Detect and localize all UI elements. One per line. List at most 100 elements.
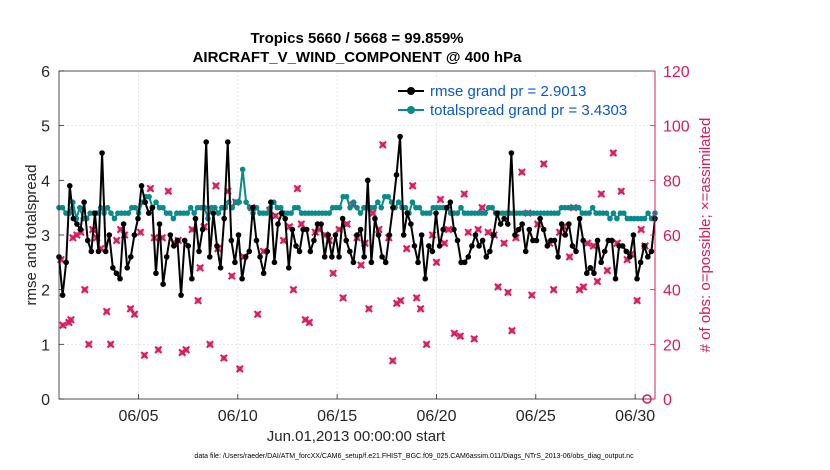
obs-assimilated-point	[396, 296, 405, 305]
obs-assimilated-point	[450, 329, 459, 338]
series-point	[303, 226, 310, 233]
obs-assimilated-point	[408, 181, 417, 190]
obs-assimilated-point	[206, 340, 214, 349]
obs-x-stroke	[329, 269, 338, 278]
series-point	[648, 248, 655, 255]
obs-assimilated-point	[637, 225, 646, 234]
obs-x-stroke	[422, 340, 431, 349]
obs-x-stroke	[194, 296, 202, 305]
obs-assimilated-point	[106, 340, 115, 349]
series-point	[295, 204, 301, 211]
obs-assimilated-point	[508, 326, 516, 335]
obs-x-stroke	[301, 315, 310, 324]
obs-x-stroke	[154, 345, 163, 354]
series-point	[145, 210, 152, 216]
obs-x-stroke	[436, 195, 445, 204]
obs-assimilated-point	[154, 345, 163, 354]
series-point	[131, 232, 138, 238]
series-point	[160, 281, 166, 288]
series-point	[178, 292, 184, 298]
series-point	[395, 199, 402, 205]
obs-assimilated-point	[470, 334, 479, 343]
series-point	[108, 210, 114, 216]
series-point	[277, 204, 284, 211]
series-point	[76, 204, 83, 211]
series-point	[336, 204, 343, 211]
obs-x-stroke	[227, 272, 236, 280]
obs-assimilated-point	[329, 269, 338, 278]
series-point	[142, 199, 148, 205]
series-point	[117, 275, 123, 282]
series-point	[627, 254, 633, 260]
chart-title: Tropics 5660 / 5668 = 99.859%	[250, 30, 463, 47]
obs-x-stroke	[450, 329, 459, 338]
series-point	[573, 248, 579, 255]
obs-assimilated-point	[227, 272, 236, 280]
obs-assimilated-point	[365, 304, 373, 313]
series-point	[408, 221, 414, 227]
series-point	[371, 204, 378, 211]
obs-assimilated-point	[219, 354, 228, 362]
y-tick-label: 0	[41, 392, 50, 409]
obs-assimilated-point	[432, 258, 441, 267]
series-point	[501, 215, 508, 222]
series-point	[598, 259, 604, 266]
obs-assimilated-point	[182, 345, 191, 354]
obs-x-stroke	[84, 340, 93, 349]
obs-assimilated-point	[609, 149, 618, 157]
series-point	[454, 210, 461, 216]
series-point	[325, 232, 332, 238]
obs-assimilated-point	[422, 340, 431, 349]
series-point	[429, 248, 436, 255]
series-point	[555, 210, 561, 216]
y-tick-label: 3	[41, 228, 50, 245]
obs-assimilated-point	[102, 307, 111, 316]
series-point	[354, 204, 360, 211]
obs-x-stroke	[512, 233, 520, 242]
series-point	[426, 210, 433, 216]
series-point	[268, 199, 274, 205]
series-point	[379, 254, 385, 260]
obs-assimilated-point	[194, 296, 202, 305]
obs-x-stroke	[235, 365, 244, 373]
series-point	[630, 232, 637, 238]
obs-x-stroke	[464, 228, 473, 237]
obs-x-stroke	[460, 190, 469, 198]
obs-x-stroke	[408, 181, 417, 190]
series-point	[586, 210, 592, 216]
footnote: data file: /Users/raeder/DAI/ATM_forcXX/…	[194, 453, 634, 460]
series-point	[393, 172, 400, 178]
series-point	[275, 221, 281, 227]
obs-assimilated-point	[539, 160, 548, 168]
obs-x-stroke	[219, 354, 228, 362]
x-tick-label: 06/15	[317, 408, 357, 425]
obs-assimilated-point	[474, 225, 483, 234]
obs-assimilated-point	[271, 211, 280, 220]
series-point	[440, 226, 446, 233]
obs-x-stroke	[579, 283, 588, 291]
series-point	[167, 232, 174, 238]
series-point	[512, 232, 518, 238]
obs-x-stroke	[500, 239, 508, 248]
series-point	[250, 204, 256, 211]
obs-assimilated-point	[494, 283, 502, 291]
obs-x-stroke	[396, 296, 405, 305]
y-tick-label: 5	[41, 119, 50, 136]
series-point	[587, 265, 594, 271]
series-point	[232, 259, 238, 266]
legend-rmse-marker	[407, 87, 415, 95]
obs-assimilated-point	[500, 239, 508, 248]
series-point	[110, 265, 116, 271]
y-right-tick-label: 120	[663, 64, 690, 81]
series-point	[575, 204, 582, 211]
obs-assimilated-point	[212, 181, 220, 190]
series-point	[422, 275, 429, 282]
series-point	[612, 275, 619, 282]
series-point	[221, 215, 227, 222]
series-point	[623, 248, 630, 255]
series-point	[357, 226, 364, 233]
series-point	[99, 150, 105, 156]
obs-x-stroke	[478, 203, 487, 212]
series-point	[350, 199, 357, 205]
